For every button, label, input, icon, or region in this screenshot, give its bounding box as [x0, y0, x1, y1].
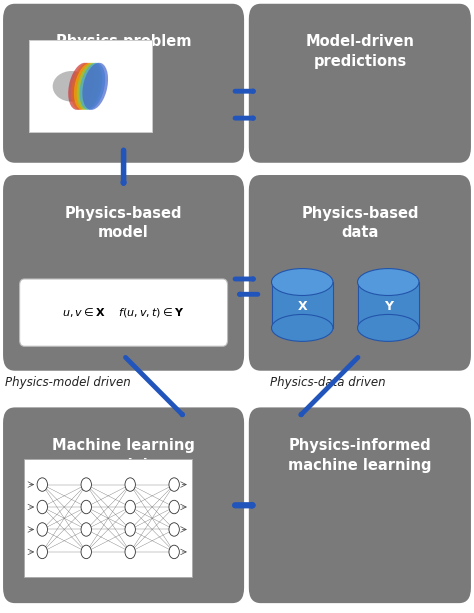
Text: X: X: [297, 300, 307, 313]
Text: Physics-based
model: Physics-based model: [65, 205, 182, 240]
Text: Y: Y: [384, 300, 393, 313]
FancyBboxPatch shape: [249, 408, 471, 603]
Ellipse shape: [80, 63, 105, 110]
Circle shape: [37, 545, 47, 558]
FancyBboxPatch shape: [249, 4, 471, 163]
FancyBboxPatch shape: [24, 459, 192, 577]
Circle shape: [81, 523, 91, 536]
FancyBboxPatch shape: [3, 4, 244, 163]
Text: $u, v \in \mathbf{X}$    $f(u,v,t) \in \mathbf{Y}$: $u, v \in \mathbf{X}$ $f(u,v,t) \in \mat…: [63, 306, 185, 319]
Circle shape: [81, 500, 91, 514]
Circle shape: [125, 523, 136, 536]
Ellipse shape: [74, 63, 100, 110]
FancyBboxPatch shape: [19, 279, 228, 346]
Ellipse shape: [71, 63, 97, 110]
Text: Physics-data driven: Physics-data driven: [270, 376, 386, 389]
Polygon shape: [357, 282, 419, 328]
Circle shape: [81, 545, 91, 558]
Text: Physics problem: Physics problem: [56, 34, 191, 49]
Text: Model-driven
predictions: Model-driven predictions: [305, 34, 414, 69]
Ellipse shape: [357, 314, 419, 341]
Circle shape: [169, 523, 179, 536]
Circle shape: [125, 500, 136, 514]
Circle shape: [169, 545, 179, 558]
Circle shape: [37, 478, 47, 491]
Circle shape: [169, 500, 179, 514]
Ellipse shape: [68, 63, 94, 110]
Polygon shape: [272, 282, 333, 328]
FancyBboxPatch shape: [249, 175, 471, 371]
Circle shape: [169, 478, 179, 491]
Circle shape: [37, 523, 47, 536]
Circle shape: [81, 478, 91, 491]
FancyBboxPatch shape: [3, 175, 244, 371]
Ellipse shape: [53, 71, 91, 102]
Circle shape: [125, 545, 136, 558]
Text: Physics-informed
machine learning: Physics-informed machine learning: [288, 438, 432, 473]
Text: Physics-model driven: Physics-model driven: [5, 376, 131, 389]
FancyBboxPatch shape: [29, 40, 152, 132]
Ellipse shape: [357, 268, 419, 295]
Text: Machine learning
model: Machine learning model: [52, 438, 195, 473]
Circle shape: [37, 500, 47, 514]
Ellipse shape: [272, 314, 333, 341]
Text: Physics-based
data: Physics-based data: [301, 205, 419, 240]
Circle shape: [125, 478, 136, 491]
Ellipse shape: [77, 63, 102, 110]
FancyBboxPatch shape: [3, 408, 244, 603]
Ellipse shape: [82, 63, 108, 110]
Ellipse shape: [272, 268, 333, 295]
